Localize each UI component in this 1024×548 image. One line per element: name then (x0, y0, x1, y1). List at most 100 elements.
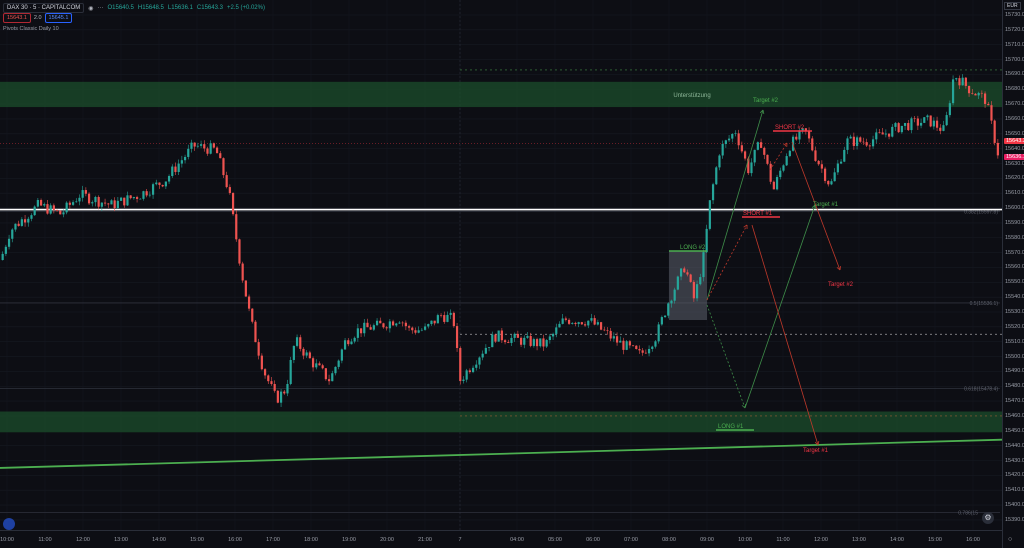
time-tick: 14:00 (152, 537, 166, 543)
candle (558, 321, 561, 328)
fib-label: 0.382(15597.8) (964, 209, 998, 215)
candle-body (158, 182, 161, 185)
candle-body (308, 352, 311, 359)
candle (116, 196, 119, 210)
candle-body (651, 346, 654, 349)
axis-settings-icon[interactable]: ○ (1008, 536, 1013, 543)
candle (257, 338, 260, 360)
candle-body (523, 337, 526, 345)
price-tick: 15480.0 (1005, 383, 1024, 390)
candle-body (295, 337, 299, 346)
candle-body (228, 187, 231, 193)
candle-body (343, 340, 347, 350)
candle (513, 332, 516, 342)
candle (369, 324, 372, 330)
candle-body (500, 330, 503, 341)
candle-body (215, 147, 219, 154)
time-tick: 20:00 (380, 537, 394, 543)
candle-body (33, 206, 36, 216)
candle-body (94, 196, 97, 203)
candle (647, 345, 651, 357)
candle (571, 322, 574, 325)
candle-body (289, 359, 292, 384)
short-1-arrow (751, 224, 819, 446)
candle-body (59, 210, 62, 215)
candle (123, 197, 126, 208)
candle (171, 164, 174, 178)
candle (766, 154, 769, 166)
candle-body (958, 78, 961, 86)
candle-body (747, 158, 750, 174)
candle-body (779, 170, 782, 178)
candle-body (625, 341, 628, 350)
candle (753, 149, 756, 167)
price-tick: 15440.0 (1005, 442, 1024, 449)
candle-body (593, 318, 596, 325)
candle (366, 318, 369, 328)
long-2-box (669, 251, 707, 320)
candle (135, 195, 139, 203)
price-tick: 15640.0 (1005, 145, 1024, 152)
time-tick: 04:00 (510, 537, 524, 543)
price-tick: 15430.0 (1005, 457, 1024, 464)
price-axis[interactable]: 15730.0 15720.0 15710.0 15700.0 15690.0 15680… (1002, 0, 1024, 548)
time-tick: 16:00 (228, 537, 242, 543)
candle-body (993, 120, 996, 143)
candle-body (391, 321, 395, 326)
candle (523, 335, 526, 349)
candle (695, 280, 699, 302)
candle-body (753, 149, 756, 163)
candle-body (305, 352, 308, 356)
candle (487, 347, 491, 352)
time-axis[interactable]: 10:00 11:00 12:00 13:00 14:00 15:00 16:00 17:00… (0, 530, 1002, 548)
candle-body (631, 345, 635, 347)
candle (731, 133, 734, 143)
candle-body (398, 322, 401, 324)
candle-body (1, 253, 4, 261)
candle-body (679, 268, 683, 277)
candle-body (820, 164, 823, 169)
symbol-title[interactable]: DAX 30 · 5 · CAPITALCOM (3, 3, 85, 13)
candle (939, 124, 942, 135)
short-2-entry-arrow-head (783, 142, 788, 146)
candle (167, 174, 171, 184)
settings-icon[interactable]: ⚙ (982, 512, 994, 524)
candle-body (359, 328, 363, 334)
candle-body (55, 209, 59, 211)
candle (891, 124, 894, 138)
close-value: C15643.3 (196, 5, 223, 11)
sell-button[interactable]: 15643.1 (3, 13, 31, 23)
candle (81, 185, 84, 202)
candle (14, 223, 17, 232)
time-tick: 17:00 (266, 537, 280, 543)
candle (823, 166, 827, 184)
price-chart[interactable]: Unterstützung 0.382(15597.8) 0.5(15536.1) 0… (0, 0, 1002, 530)
long-1-arrow-head (811, 204, 816, 208)
candle-body (948, 103, 951, 116)
candle-body (379, 320, 382, 324)
candle (20, 217, 23, 227)
candle-body (23, 219, 27, 223)
candle (724, 139, 727, 148)
candle-body (532, 339, 535, 346)
candle (727, 135, 731, 143)
candle-body (257, 342, 260, 356)
currency-label[interactable]: EUR (1004, 2, 1021, 10)
indicator-legend[interactable]: Pivots Classic Daily 10 (3, 26, 59, 32)
candle-body (321, 365, 324, 369)
candle (811, 136, 814, 152)
candle (974, 92, 977, 96)
candle (439, 313, 443, 318)
price-tick: 15630.0 (1005, 160, 1024, 167)
candle (820, 160, 823, 173)
candle-body (878, 132, 881, 134)
candle-body (580, 322, 583, 325)
candle (414, 327, 417, 335)
candle (980, 90, 983, 98)
more-icon[interactable]: ··· (97, 5, 104, 11)
candle-body (535, 339, 539, 347)
hide-icon[interactable]: ◉ (88, 5, 94, 12)
fib-label: 0.5(15536.1) (970, 301, 999, 307)
buy-button[interactable]: 15645.1 (44, 13, 73, 23)
candle-body (225, 175, 228, 188)
